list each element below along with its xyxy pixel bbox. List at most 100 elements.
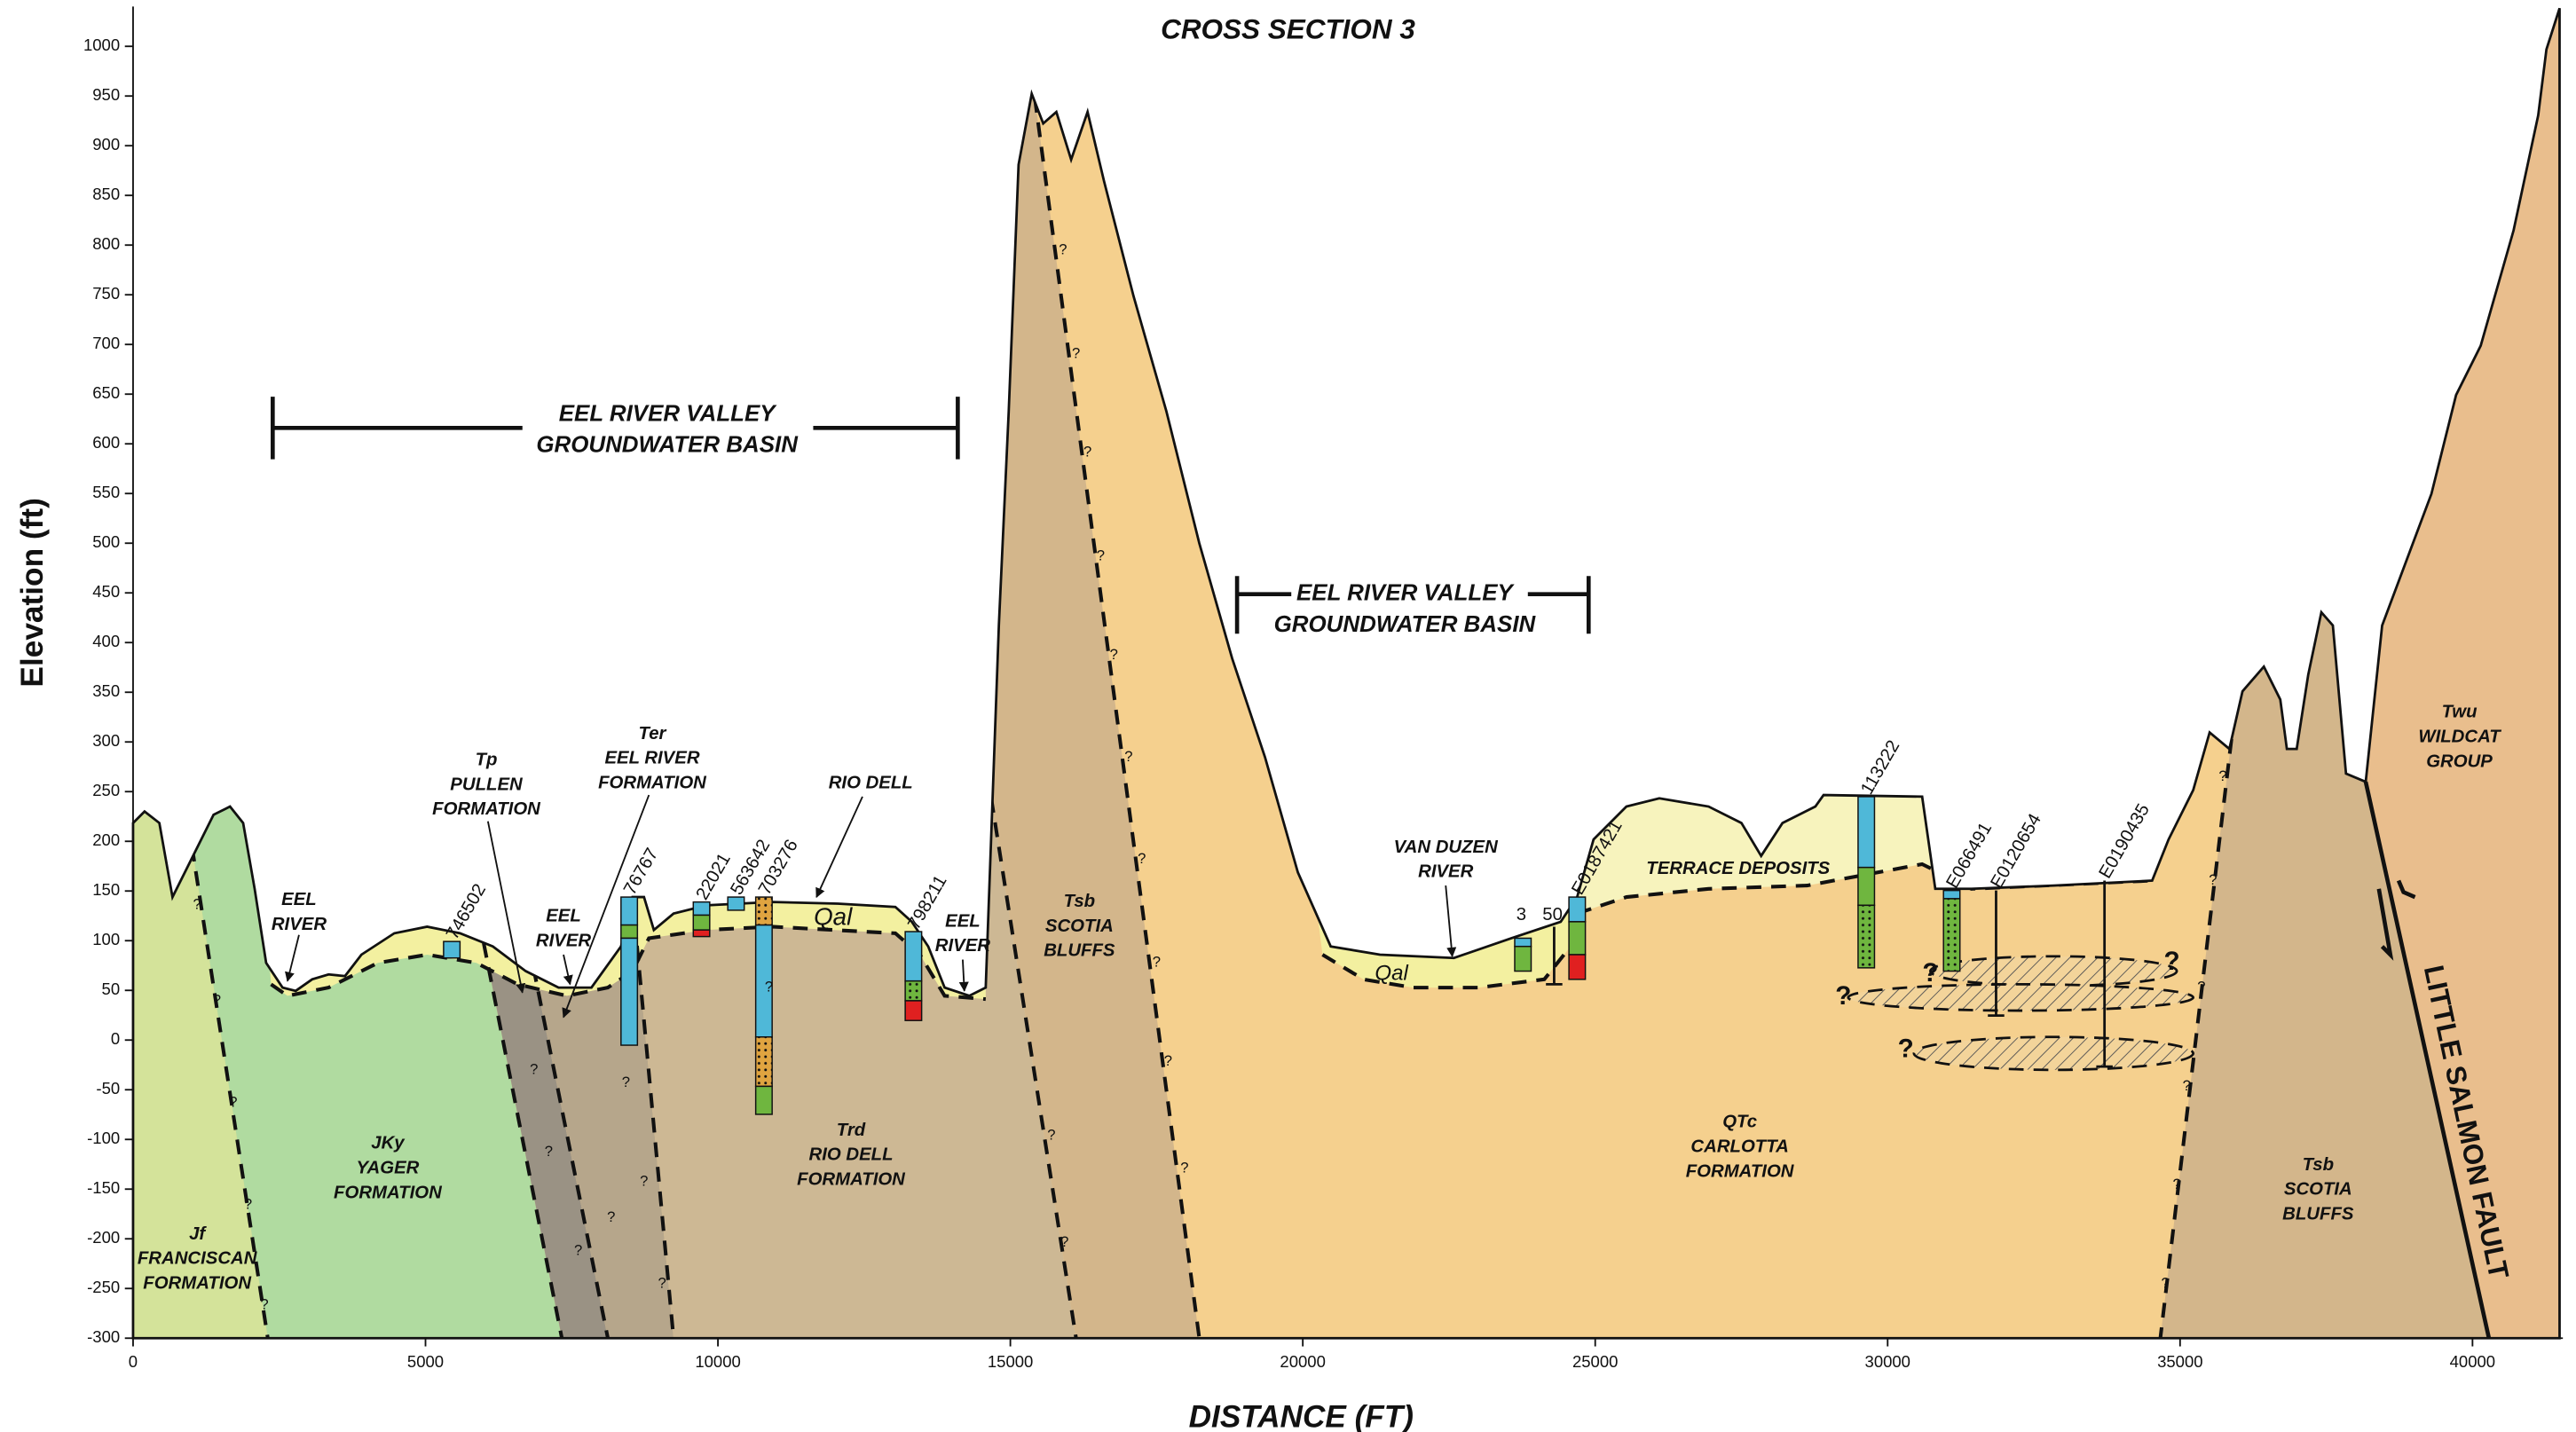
- y-tick-label: -250: [87, 1278, 120, 1296]
- well-label: 746502: [443, 881, 490, 943]
- unit-label: BLUFFS: [1044, 941, 1115, 961]
- unit-label: WILDCAT: [2418, 727, 2501, 746]
- unit-label: EEL: [945, 911, 981, 931]
- y-axis-title: Elevation (ft): [15, 498, 50, 687]
- y-tick-label: 350: [92, 681, 120, 700]
- well-label: 798211: [904, 872, 950, 933]
- uncertain-mark: ?: [1835, 981, 1851, 1011]
- basin-label: GROUNDWATER BASIN: [536, 433, 799, 458]
- uncertain-mark: ?: [622, 1074, 630, 1090]
- basin-bars: [271, 397, 1591, 634]
- y-tick-label: 500: [92, 532, 120, 551]
- unit-label: RIO DELL: [829, 773, 913, 792]
- uncertain-mark: ?: [765, 978, 773, 995]
- unit-label: EEL RIVER: [604, 749, 699, 768]
- unit-label: FRANCISCAN: [138, 1249, 258, 1269]
- y-tick-label: 300: [92, 731, 120, 750]
- unit-label: Tp: [476, 750, 498, 769]
- uncertain-mark: ?: [244, 1195, 252, 1212]
- unit-label: VAN DUZEN: [1394, 838, 1500, 857]
- unit-label: FORMATION: [143, 1273, 252, 1293]
- unit-label: QTc: [1722, 1113, 1757, 1132]
- uncertain-mark: ?: [229, 1093, 237, 1110]
- x-tick-label: 40000: [2450, 1352, 2495, 1371]
- y-tick-label: 900: [92, 135, 120, 153]
- y-tick-label: -50: [96, 1079, 120, 1098]
- uncertain-mark: ?: [1180, 1160, 1188, 1176]
- basin-label: EEL RIVER VALLEY: [1296, 581, 1515, 606]
- unit-label: SCOTIA: [2284, 1180, 2352, 1200]
- lenses: [1847, 955, 2195, 1072]
- unit-label: YAGER: [356, 1159, 419, 1178]
- uncertain-mark: ?: [2172, 1176, 2180, 1192]
- unit-label: PULLEN: [450, 775, 524, 794]
- uncertain-mark: ?: [1083, 444, 1091, 460]
- uncertain-mark: ?: [260, 1296, 268, 1313]
- uncertain-mark: ?: [1047, 1126, 1055, 1143]
- uncertain-mark: ?: [1153, 954, 1161, 971]
- geology: [132, 8, 2560, 1339]
- uncertain-mark: ?: [1124, 748, 1132, 765]
- arrows: [285, 794, 1457, 1019]
- y-tick-label: 600: [92, 433, 120, 452]
- y-tick-label: 150: [92, 880, 120, 899]
- y-tick-label: 400: [92, 632, 120, 650]
- unit-label: Ter: [639, 724, 667, 744]
- y-tick-label: 850: [92, 185, 120, 203]
- y-tick-label: 100: [92, 930, 120, 948]
- unit-label: Qal: [1375, 962, 1408, 986]
- uncertain-mark: ?: [2209, 871, 2217, 888]
- y-tick-label: 950: [92, 85, 120, 104]
- y-tick-label: 450: [92, 582, 120, 601]
- basin-label: GROUNDWATER BASIN: [1274, 612, 1537, 637]
- y-tick-label: 0: [111, 1029, 120, 1048]
- unit-label: RIVER: [536, 932, 591, 951]
- uncertain-mark: ?: [1164, 1052, 1172, 1069]
- uncertain-mark: ?: [1060, 1233, 1068, 1250]
- y-tick-label: 200: [92, 830, 120, 849]
- unit-label: EEL: [281, 890, 317, 909]
- x-tick-label: 10000: [695, 1352, 740, 1371]
- y-tick-label: -300: [87, 1327, 120, 1346]
- unit-label: FORMATION: [432, 799, 541, 819]
- uncertain-mark: ?: [530, 1060, 538, 1077]
- title: CROSS SECTION 3: [1161, 13, 1415, 45]
- well-label: 113222: [1857, 737, 1903, 799]
- unit-label: CARLOTTA: [1690, 1137, 1788, 1156]
- unit-label: JKy: [371, 1134, 406, 1153]
- unit-label: TERRACE DEPOSITS: [1646, 859, 1830, 878]
- y-tick-label: -200: [87, 1228, 120, 1247]
- y-tick-label: 250: [92, 781, 120, 799]
- uncertain-mark: ?: [640, 1172, 648, 1189]
- unit-label: Tsb: [2303, 1155, 2334, 1175]
- unit-label: GROUP: [2426, 751, 2493, 771]
- y-tick-label: 750: [92, 284, 120, 303]
- well-label: 50: [1542, 905, 1563, 925]
- uncertain-mark: ?: [1922, 958, 1938, 987]
- y-tick-label: 650: [92, 383, 120, 402]
- y-tick-label: 550: [92, 483, 120, 501]
- uncertain-mark: ?: [658, 1274, 666, 1291]
- uncertain-mark: ?: [2183, 1077, 2191, 1094]
- unit-label: FORMATION: [797, 1170, 906, 1190]
- unit-label: BLUFFS: [2282, 1204, 2354, 1223]
- uncertain-mark: ?: [2162, 1274, 2170, 1291]
- unit-label: FORMATION: [334, 1183, 443, 1202]
- unit-label: FORMATION: [598, 773, 707, 792]
- unit-label: Qal: [814, 903, 853, 931]
- well-label: E0190435: [2096, 800, 2154, 882]
- wells: [443, 796, 2113, 1115]
- uncertain-mark: ?: [1110, 646, 1118, 663]
- well-label: 22021: [693, 850, 735, 903]
- unit-label: RIVER: [1418, 862, 1473, 882]
- uncertain-mark: ?: [213, 991, 221, 1008]
- unit-label: SCOTIA: [1045, 917, 1114, 936]
- y-tick-label: 50: [102, 980, 121, 998]
- unit-label: Trd: [837, 1121, 866, 1140]
- fault: [2363, 781, 2492, 1339]
- unit-label: RIVER: [935, 936, 990, 956]
- x-tick-label: 30000: [1865, 1352, 1910, 1371]
- y-tick-label: -100: [87, 1129, 120, 1147]
- well-label: 3: [1516, 905, 1526, 925]
